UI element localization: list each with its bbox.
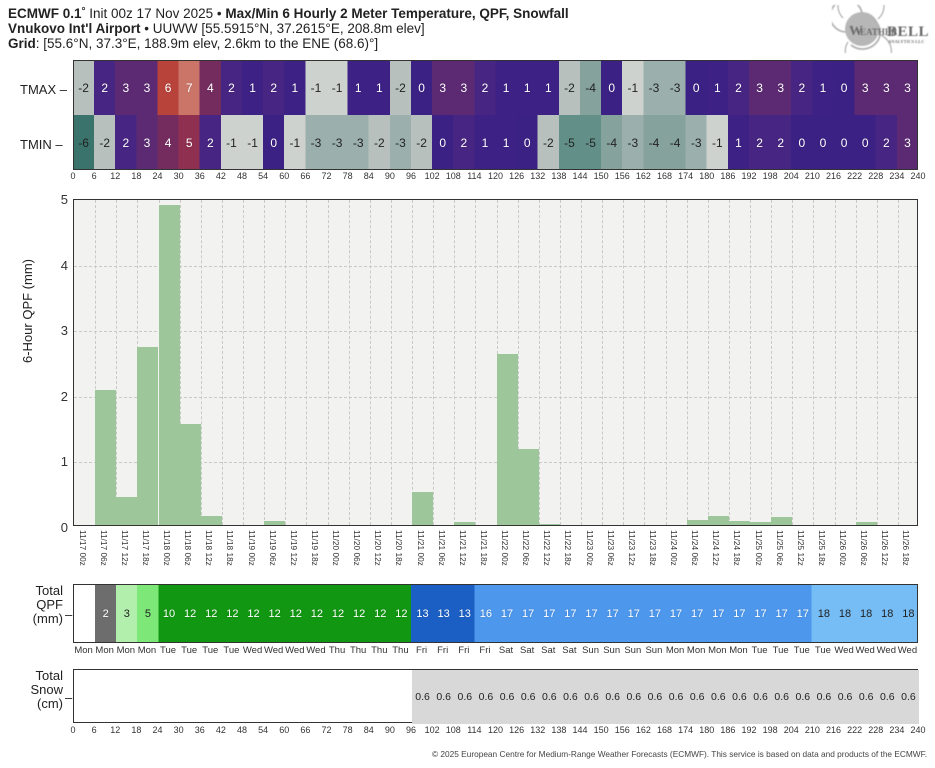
svg-text:BELL: BELL <box>887 24 929 40</box>
svg-text:ANALYTICS LLC: ANALYTICS LLC <box>888 39 924 44</box>
